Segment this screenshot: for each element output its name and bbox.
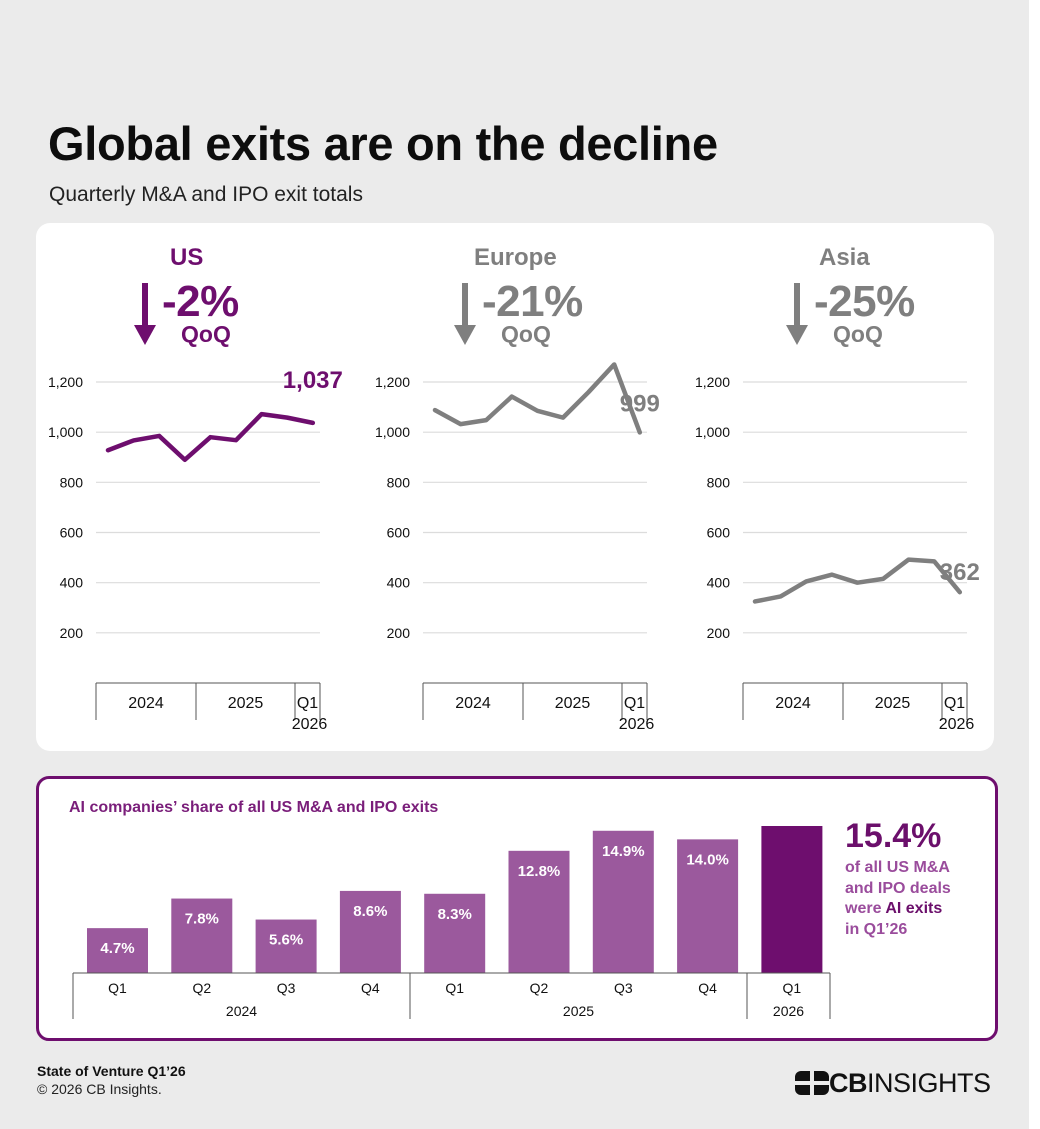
ai-share-note: of all US M&A and IPO deals were AI exit… bbox=[845, 858, 985, 940]
y-tick-label: 400 bbox=[707, 575, 731, 591]
ai-note-line4: in Q1’26 bbox=[845, 920, 985, 941]
x-year-label: 2024 bbox=[455, 695, 491, 712]
x-year-label: 2026 bbox=[619, 716, 655, 733]
x-year-label: 2025 bbox=[555, 695, 591, 712]
bar-value-label: 8.6% bbox=[353, 903, 387, 920]
cb-insights-logo: CBINSIGHTS bbox=[795, 1069, 991, 1097]
bar-year-label: 2024 bbox=[226, 1003, 257, 1019]
y-tick-label: 200 bbox=[387, 625, 411, 641]
y-tick-label: 800 bbox=[387, 474, 411, 490]
ai-note-line1: of all US M&A bbox=[845, 858, 985, 879]
x-year-label: 2026 bbox=[292, 716, 328, 733]
x-year-label: 2024 bbox=[128, 695, 164, 712]
page-subtitle: Quarterly M&A and IPO exit totals bbox=[49, 183, 363, 207]
ai-share-bar-chart: 4.7% Q1 7.8% Q2 5.6% Q3 8.6% Q4 8.3% Q1 12.8% Q2 14.… bbox=[39, 779, 839, 1038]
ai-note-highlight: AI exits bbox=[885, 900, 942, 917]
bar-category-label: Q3 bbox=[614, 980, 633, 996]
ai-share-highlight-value: 15.4% bbox=[845, 817, 941, 856]
region-europe: Europe -21% QoQ 200 400 600 800 1,000 1,200 20… bbox=[363, 223, 683, 751]
bar-value-label: 7.8% bbox=[185, 911, 219, 928]
cb-logo-icon bbox=[795, 1071, 829, 1095]
footer-report-title: State of Venture Q1’26 bbox=[37, 1063, 186, 1079]
regional-exits-card: US -2% QoQ 200 400 600 800 1,000 1,200 2024 202… bbox=[36, 223, 994, 751]
bar-category-label: Q2 bbox=[192, 980, 211, 996]
region-us: US -2% QoQ 200 400 600 800 1,000 1,200 2024 202… bbox=[36, 223, 356, 751]
bar-category-label: Q4 bbox=[698, 980, 717, 996]
y-tick-label: 1,200 bbox=[695, 374, 730, 390]
last-value-label: 362 bbox=[940, 559, 980, 586]
bar-value-label: 5.6% bbox=[269, 932, 303, 949]
last-value-label: 999 bbox=[620, 390, 660, 417]
us-line-chart: 200 400 600 800 1,000 1,200 2024 2025 Q1 2026 1,03… bbox=[36, 223, 356, 751]
bar-value-label: 12.8% bbox=[518, 863, 561, 880]
page-title: Global exits are on the decline bbox=[48, 116, 718, 171]
x-quarter-label: Q1 bbox=[944, 695, 965, 712]
ai-note-line3: were AI exits bbox=[845, 899, 985, 920]
page-edge bbox=[1029, 0, 1040, 1129]
bar-value-label: 8.3% bbox=[438, 906, 472, 923]
y-tick-label: 400 bbox=[387, 575, 411, 591]
x-year-label: 2025 bbox=[875, 695, 911, 712]
footer-copyright: © 2026 CB Insights. bbox=[37, 1081, 162, 1097]
last-value-label: 1,037 bbox=[283, 367, 343, 394]
x-year-label: 2024 bbox=[775, 695, 811, 712]
bar-category-label: Q4 bbox=[361, 980, 380, 996]
y-tick-label: 600 bbox=[707, 525, 731, 541]
bar-year-label: 2026 bbox=[773, 1003, 804, 1019]
y-tick-label: 1,000 bbox=[48, 424, 83, 440]
y-tick-label: 200 bbox=[60, 625, 84, 641]
y-tick-label: 1,200 bbox=[375, 374, 410, 390]
logo-text-rest: INSIGHTS bbox=[867, 1068, 991, 1098]
y-tick-label: 400 bbox=[60, 575, 84, 591]
series-line bbox=[755, 560, 960, 602]
y-tick-label: 600 bbox=[60, 525, 84, 541]
x-quarter-label: Q1 bbox=[624, 695, 645, 712]
x-year-label: 2025 bbox=[228, 695, 264, 712]
bar-value-label: 14.0% bbox=[686, 851, 729, 868]
y-tick-label: 1,000 bbox=[695, 424, 730, 440]
y-tick-label: 600 bbox=[387, 525, 411, 541]
bar-year-label: 2025 bbox=[563, 1003, 594, 1019]
bar-category-label: Q1 bbox=[783, 980, 802, 996]
y-tick-label: 200 bbox=[707, 625, 731, 641]
logo-text: CBINSIGHTS bbox=[829, 1068, 991, 1099]
x-year-label: 2026 bbox=[939, 716, 975, 733]
y-tick-label: 800 bbox=[707, 474, 731, 490]
series-line bbox=[435, 364, 640, 432]
bar-category-label: Q3 bbox=[277, 980, 296, 996]
region-asia: Asia -25% QoQ 200 400 600 800 1,000 1,200 2024… bbox=[683, 223, 1003, 751]
ai-share-card: AI companies’ share of all US M&A and IP… bbox=[36, 776, 998, 1041]
ai-note-line3-pre: were bbox=[845, 900, 885, 917]
europe-line-chart: 200 400 600 800 1,000 1,200 2024 2025 Q1 2026 999 bbox=[363, 223, 683, 751]
asia-line-chart: 200 400 600 800 1,000 1,200 2024 2025 Q1 2026 362 bbox=[683, 223, 1003, 751]
bar-category-label: Q2 bbox=[530, 980, 549, 996]
y-tick-label: 800 bbox=[60, 474, 84, 490]
bar-value-label: 14.9% bbox=[602, 843, 645, 860]
y-tick-label: 1,000 bbox=[375, 424, 410, 440]
bar-category-label: Q1 bbox=[445, 980, 464, 996]
y-tick-label: 1,200 bbox=[48, 374, 83, 390]
series-line bbox=[108, 414, 313, 460]
ai-note-line2: and IPO deals bbox=[845, 879, 985, 900]
bar-category-label: Q1 bbox=[108, 980, 127, 996]
x-quarter-label: Q1 bbox=[297, 695, 318, 712]
bar bbox=[761, 826, 822, 973]
logo-text-bold: CB bbox=[829, 1068, 867, 1098]
bar-value-label: 4.7% bbox=[100, 940, 134, 957]
